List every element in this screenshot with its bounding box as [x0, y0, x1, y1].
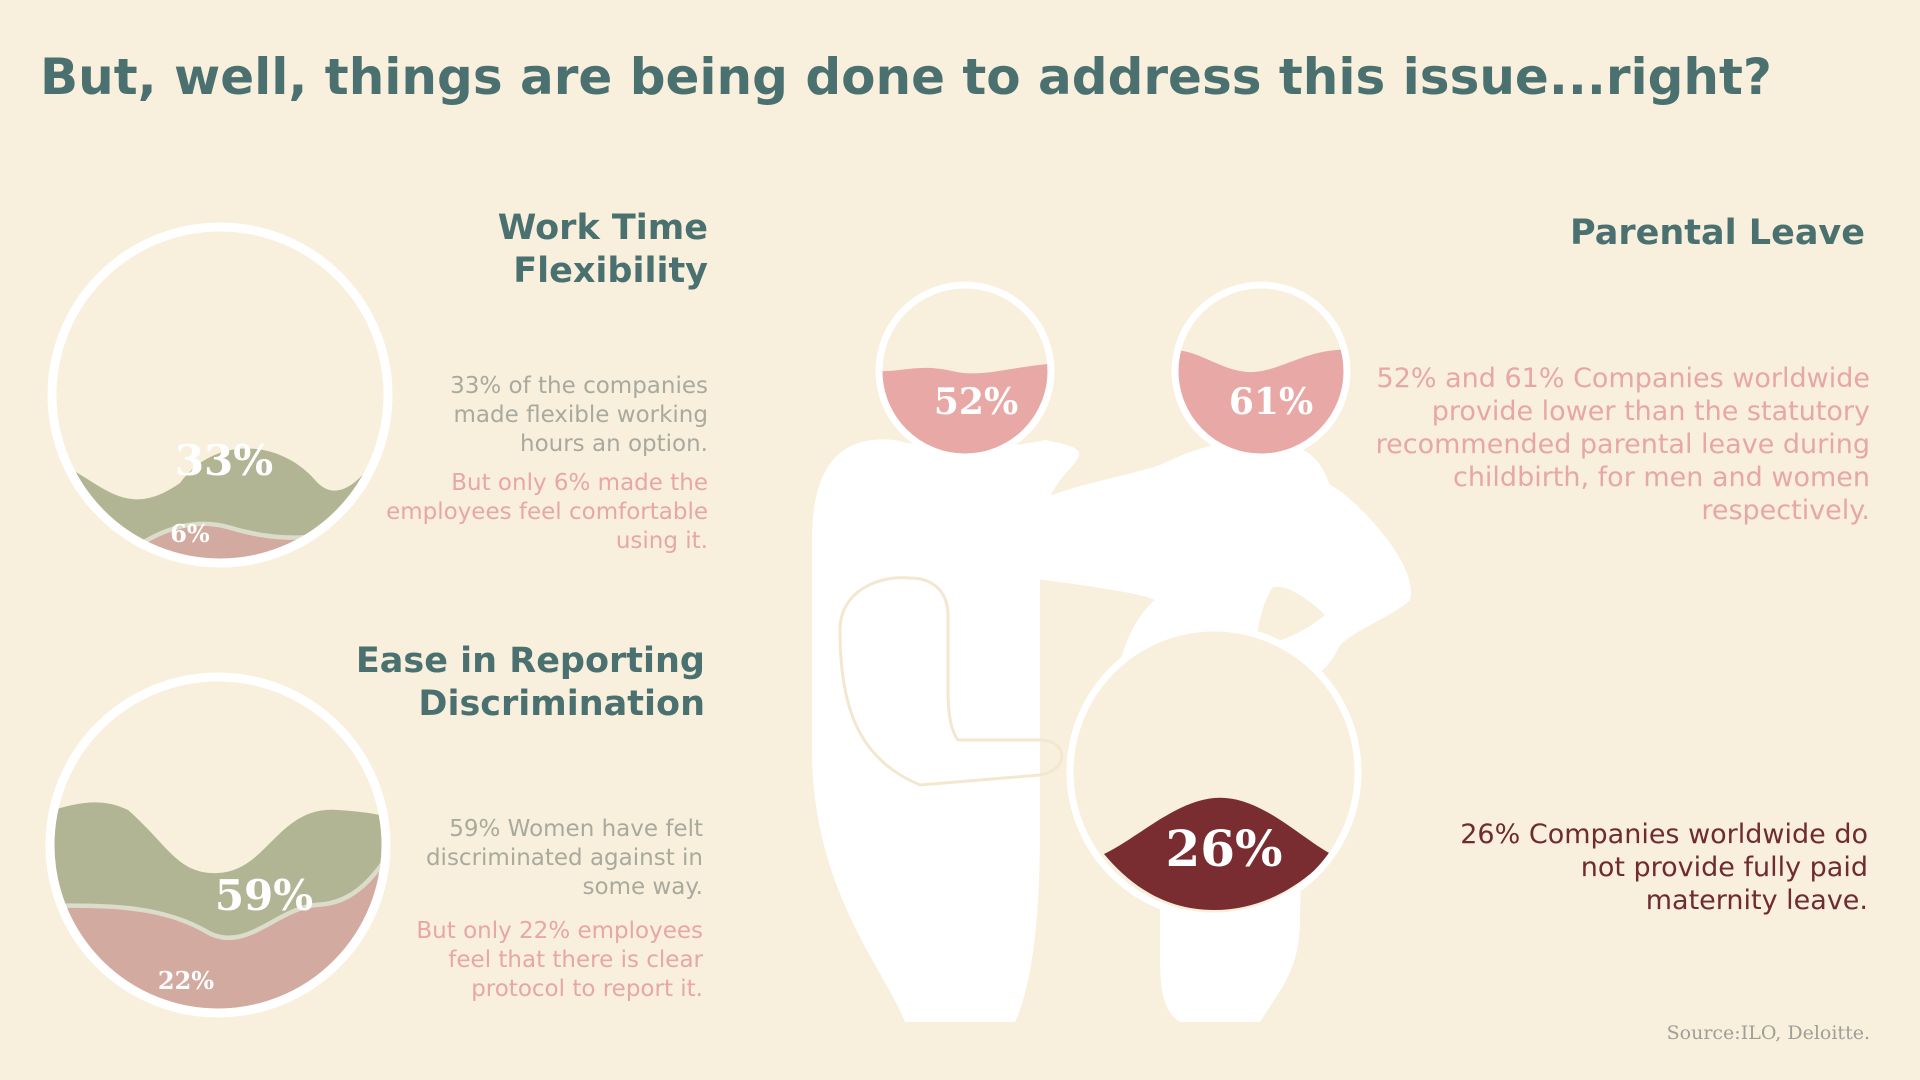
maternity-gauge: 26% — [1066, 624, 1362, 920]
parental-women-stat: 61% — [1229, 381, 1313, 423]
work-time-stat-sub: 6% — [170, 519, 210, 548]
maternity-fill — [1104, 797, 1331, 910]
woman-arm-gap — [1255, 586, 1325, 650]
reporting-heading-line2: Discrimination — [418, 684, 705, 724]
page-title: But, well, things are being done to addr… — [40, 48, 1772, 106]
parental-women-fill — [1175, 349, 1347, 457]
reporting-stat-sub: 22% — [158, 966, 214, 995]
maternity-desc: 26% Companies worldwide do not provide f… — [1460, 819, 1868, 916]
reporting-stat-main: 59% — [215, 871, 313, 920]
work-time-stat-main: 33% — [175, 436, 273, 485]
parental-men-fill — [879, 363, 1051, 457]
maternity-stat: 26% — [1165, 819, 1282, 878]
parental-women-gauge: 61% — [1171, 281, 1351, 461]
source-citation: Source:ILO, Deloitte. — [1666, 1022, 1870, 1044]
work-time-gauge: 33% 6% — [47, 222, 393, 568]
man-arm-outline — [838, 576, 1064, 787]
reporting-heading: Ease in Reporting Discrimination — [330, 640, 705, 726]
reporting-desc-pink: But only 22% employees feel that there i… — [416, 918, 703, 1002]
reporting-gauge: 59% 22% — [45, 672, 391, 1018]
work-time-heading-line1: Work Time — [497, 208, 708, 248]
reporting-sub-fill — [50, 845, 386, 1013]
reporting-heading-line1: Ease in Reporting — [355, 641, 705, 681]
man-figure — [812, 439, 1080, 1022]
parental-heading: Parental Leave — [1570, 213, 1865, 253]
work-time-desc-pink: But only 6% made the employees feel comf… — [386, 470, 708, 554]
parental-men-gauge: 52% — [875, 281, 1055, 461]
work-time-desc-grey: 33% of the companies made flexible worki… — [450, 373, 708, 457]
parental-desc: 52% and 61% Companies worldwide provide … — [1375, 363, 1870, 526]
work-time-heading-line2: Flexibility — [513, 251, 708, 291]
work-time-heading: Work Time Flexibility — [350, 207, 708, 293]
parental-men-stat: 52% — [934, 381, 1018, 423]
reporting-desc-grey: 59% Women have felt discriminated agains… — [425, 816, 703, 900]
